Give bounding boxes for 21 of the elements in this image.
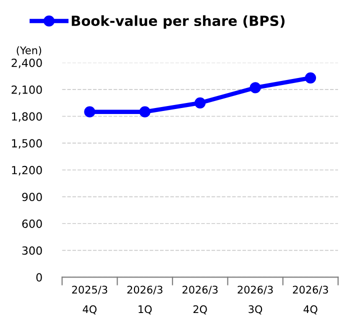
y-tick-label: 0 (36, 273, 42, 282)
x-tick-label: 2026/3 2Q (182, 286, 218, 314)
y-tick-label: 2,100 (12, 85, 42, 96)
x-tick-label: 2026/3 3Q (238, 286, 273, 314)
x-tick-label: 2025/3 4Q (72, 286, 108, 314)
y-tick-label: 600 (22, 220, 42, 228)
y-tick-label: 2,400 (12, 58, 42, 68)
y-tick-label: 1,800 (12, 112, 42, 122)
point (304, 72, 316, 84)
y-tick-label: 1,200 (12, 166, 42, 176)
y-tick-label: 300 (22, 246, 42, 255)
point (194, 97, 206, 108)
y-axis-title: (Yen) (16, 46, 42, 56)
y-tick-label: 1,500 (12, 139, 42, 149)
y-tick-label: 900 (22, 192, 42, 202)
point (84, 106, 96, 118)
x-tick-label: 2026/3 4Q (292, 286, 328, 314)
point (139, 106, 150, 118)
legend-label: Book-value per share (BPS) (72, 15, 285, 29)
point (250, 82, 261, 94)
x-tick-label: 2026/3 1Q (127, 286, 162, 314)
